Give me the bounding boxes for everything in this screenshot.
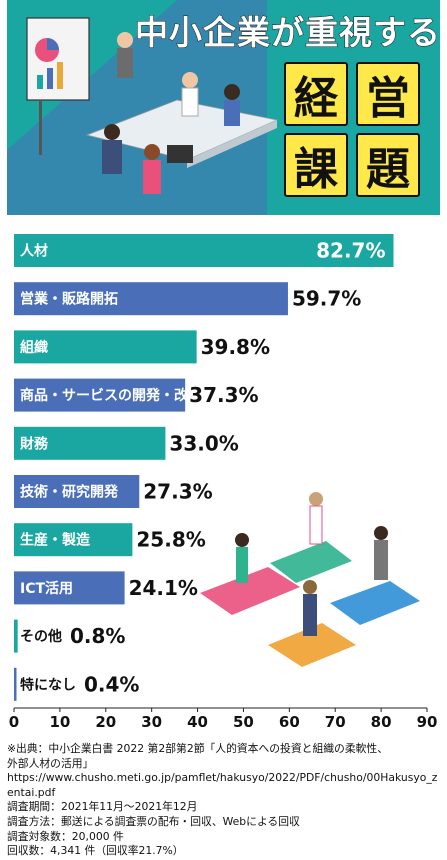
value-label: 39.8% xyxy=(201,335,270,359)
puzzle-illustration xyxy=(200,492,420,667)
title-char-2: 営 xyxy=(356,62,420,126)
x-tick-label: 20 xyxy=(95,713,116,731)
category-label: その他 xyxy=(20,628,62,645)
value-label: 37.3% xyxy=(189,383,258,407)
footnote-line: 調査期間：2021年11月～2021年12月 xyxy=(7,800,198,814)
title-char-3: 課 xyxy=(284,133,348,197)
x-tick-label: 90 xyxy=(417,713,438,731)
x-tick-label: 50 xyxy=(233,713,254,731)
category-label: ICT活用 xyxy=(20,580,73,597)
value-label: 24.1% xyxy=(129,576,198,600)
value-label: 25.8% xyxy=(136,528,205,552)
footnote-line: 外部人材の活用」 xyxy=(7,756,94,770)
bar-1 xyxy=(14,234,394,267)
bar-3 xyxy=(14,330,197,364)
bar-chart-svg: 人材 82.7%営業・販路開拓 59.7%組織 39.8%商品・サービスの開発・改善3… xyxy=(9,234,438,731)
footnote-line: 調査対象数：20,000 件 xyxy=(7,829,124,843)
footnote: ※出典：中小企業白書 2022 第2部第2節「人的資本への投資と組織の柔軟性、 … xyxy=(7,742,442,859)
footnote-line: 調査方法：郵送による調査票の配布・回収、Webによる回収 xyxy=(7,814,300,828)
x-tick-label: 60 xyxy=(279,713,300,731)
page-title: 中小企業が重視する xyxy=(135,13,441,53)
x-tick-label: 40 xyxy=(187,713,208,731)
category-label: 特になし xyxy=(20,676,76,693)
header-banner: 中小企業が重視する 経 営 課 題 xyxy=(7,0,440,215)
x-tick-label: 0 xyxy=(9,713,19,731)
value-label: 27.3% xyxy=(143,480,212,504)
category-label: 組織 xyxy=(20,339,48,356)
bar-10 xyxy=(14,667,17,701)
bar-4 xyxy=(14,378,186,412)
footnote-line[interactable]: https://www.chusho.meti.go.jp/pamflet/ha… xyxy=(7,771,438,785)
bar-8 xyxy=(14,571,125,605)
category-label: 商品・サービスの開発・改善 xyxy=(20,387,202,404)
title-char-4: 題 xyxy=(356,133,420,197)
bar-9 xyxy=(14,619,18,653)
value-label: 82.7% xyxy=(316,239,385,263)
footnote-line[interactable]: entai.pdf xyxy=(7,785,56,799)
x-tick-label: 70 xyxy=(325,713,346,731)
bar-chart: 人材 82.7% 営業・販路開拓 59.7% 組織 39.8% 商品・サービスの開発・改善 3… xyxy=(0,215,447,735)
bar-5 xyxy=(14,426,166,460)
x-tick-label: 10 xyxy=(49,713,70,731)
category-label: 人材 xyxy=(20,243,48,260)
bar-7 xyxy=(14,523,133,557)
x-tick-label: 30 xyxy=(141,713,162,731)
category-label: 財務 xyxy=(19,435,49,452)
title-char-1: 経 xyxy=(284,62,348,126)
bar-6 xyxy=(14,475,140,508)
category-label: 営業・販路開拓 xyxy=(20,291,118,308)
office-illustration xyxy=(7,0,279,215)
value-label: 33.0% xyxy=(169,431,238,455)
value-label: 0.8% xyxy=(70,624,125,648)
value-label: 59.7% xyxy=(292,287,361,311)
value-label: 0.4% xyxy=(84,672,139,696)
x-tick-label: 80 xyxy=(371,713,392,731)
bar-2 xyxy=(14,282,288,316)
footnote-line: ※出典：中小企業白書 2022 第2部第2節「人的資本への投資と組織の柔軟性、 xyxy=(7,742,389,755)
category-label: 生産・製造 xyxy=(20,532,90,549)
category-label: 技術・研究開発 xyxy=(20,484,119,501)
footnote-line: 回収数：4,341 件（回収率21.7%） xyxy=(7,844,184,858)
